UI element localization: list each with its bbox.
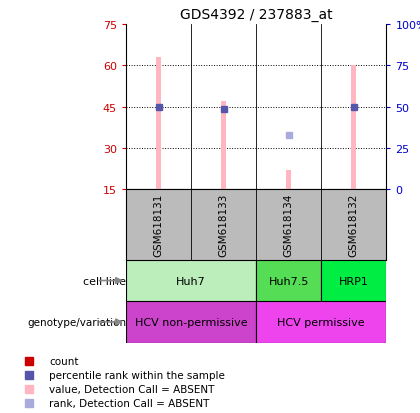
Text: GSM618131: GSM618131 bbox=[154, 193, 163, 257]
Text: HCV non-permissive: HCV non-permissive bbox=[135, 317, 247, 327]
Text: rank, Detection Call = ABSENT: rank, Detection Call = ABSENT bbox=[50, 398, 210, 408]
Text: count: count bbox=[50, 356, 79, 366]
Title: GDS4392 / 237883_at: GDS4392 / 237883_at bbox=[180, 8, 333, 22]
Text: HCV permissive: HCV permissive bbox=[278, 317, 365, 327]
Text: percentile rank within the sample: percentile rank within the sample bbox=[50, 370, 226, 380]
Bar bbox=[156, 58, 161, 190]
Text: cell line: cell line bbox=[83, 276, 126, 286]
Bar bbox=[256, 260, 321, 301]
Text: HRP1: HRP1 bbox=[339, 276, 369, 286]
Bar bbox=[126, 260, 256, 301]
Text: genotype/variation: genotype/variation bbox=[27, 317, 126, 327]
Bar bbox=[126, 301, 256, 343]
Text: Huh7: Huh7 bbox=[176, 276, 206, 286]
Bar bbox=[321, 260, 386, 301]
Text: GSM618134: GSM618134 bbox=[284, 193, 294, 257]
Bar bbox=[351, 66, 357, 190]
Text: Huh7.5: Huh7.5 bbox=[268, 276, 309, 286]
Text: GSM618132: GSM618132 bbox=[349, 193, 359, 257]
Text: GSM618133: GSM618133 bbox=[219, 193, 228, 257]
Bar bbox=[256, 301, 386, 343]
Bar bbox=[221, 102, 226, 190]
Bar bbox=[286, 171, 291, 190]
Text: value, Detection Call = ABSENT: value, Detection Call = ABSENT bbox=[50, 384, 215, 394]
